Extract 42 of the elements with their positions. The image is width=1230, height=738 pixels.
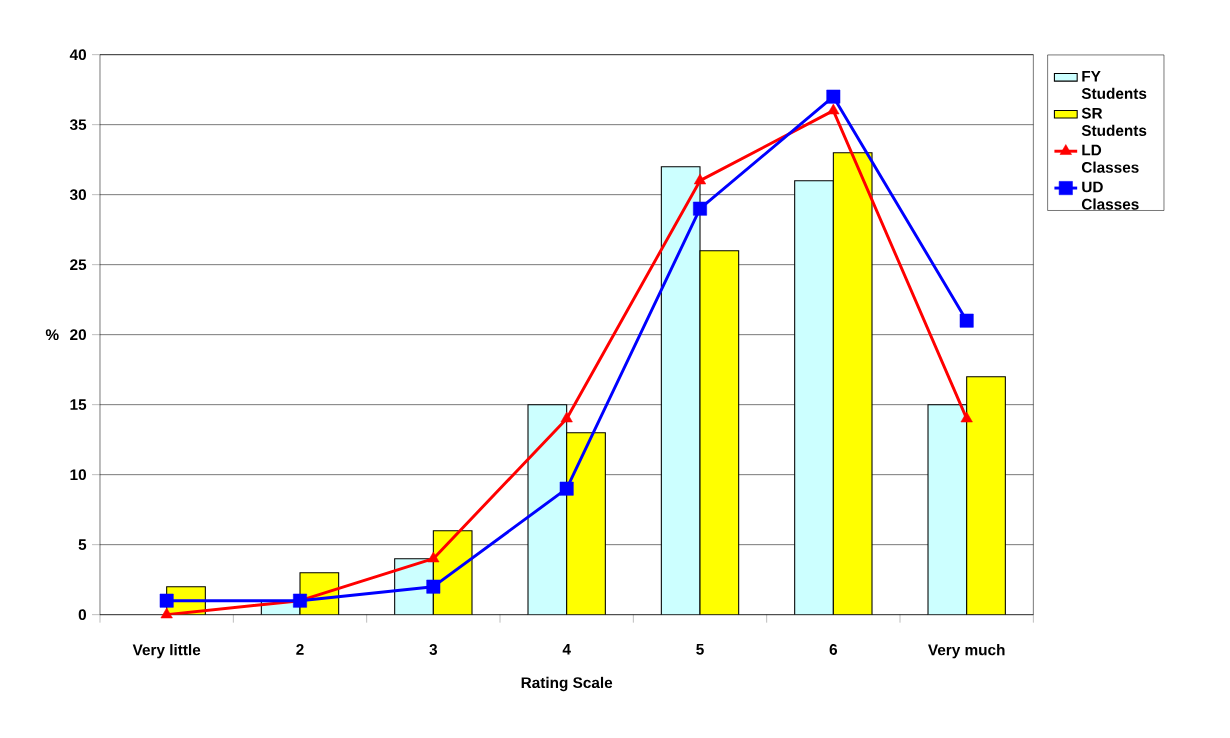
point (159, 593, 174, 608)
point (693, 173, 707, 185)
point (560, 411, 573, 423)
point (826, 89, 841, 104)
x-tick-label: 2 (296, 644, 304, 655)
bar (527, 404, 568, 615)
bar (927, 404, 968, 615)
y-tick-label: 15 (70, 399, 87, 411)
x-tick-label: Very much (928, 644, 1005, 659)
point (959, 313, 974, 328)
point (693, 201, 707, 216)
y-tick-label: 35 (69, 119, 87, 131)
legend-label: LD Classes (1081, 144, 1139, 173)
bar (794, 180, 834, 615)
y-tick-label: 0 (78, 609, 86, 621)
y-tick-label: 40 (69, 49, 86, 61)
x-axis-title: Rating Scale (521, 676, 613, 692)
point (426, 579, 441, 594)
x-tick-label: 4 (562, 644, 571, 655)
y-tick-label: 20 (70, 329, 86, 341)
legend-label: UD Classes (1081, 181, 1139, 210)
bar (699, 250, 740, 615)
y-axis-title: % (45, 329, 59, 341)
x-tick-label: 6 (829, 644, 838, 655)
legend-label: SR Students (1081, 107, 1147, 136)
bar (966, 376, 1006, 615)
y-tick-label: 10 (70, 469, 86, 481)
bar (832, 152, 873, 615)
legend-label: FY Students (1081, 70, 1147, 99)
x-tick-label: 3 (429, 644, 438, 655)
y-tick-label: 5 (78, 539, 87, 551)
x-tick-label: Very little (132, 644, 201, 659)
x-tick-label: 5 (696, 644, 704, 655)
point (827, 103, 840, 115)
bar (660, 166, 701, 615)
point (427, 551, 440, 563)
bar (566, 432, 606, 615)
y-tick-label: 30 (69, 189, 86, 201)
point (160, 607, 173, 619)
point (559, 481, 574, 496)
point (960, 411, 973, 423)
y-tick-label: 25 (70, 259, 87, 271)
